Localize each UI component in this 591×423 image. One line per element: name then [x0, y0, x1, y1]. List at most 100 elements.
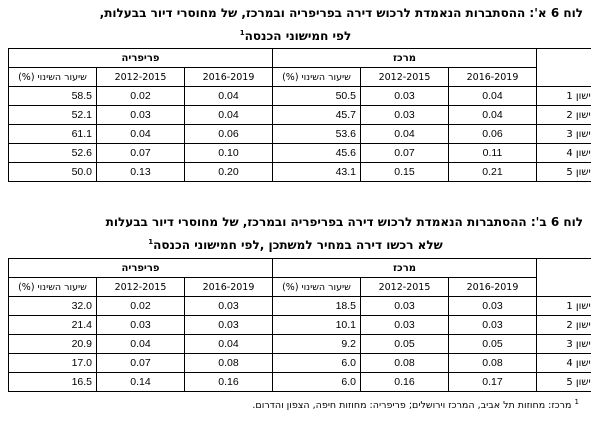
cell-periphery-rate: 50.0 [8, 162, 97, 182]
cell-center-rate: 50.5 [272, 86, 361, 106]
group-header-row: פריפריה מרכז [8, 48, 591, 87]
cell-periphery-rate: 58.5 [8, 86, 97, 106]
table-a-title-line1: לוח 6 א': ההסתברות הנאמדת לרכוש דירה בפר… [99, 6, 583, 20]
group-periphery: פריפריה [8, 48, 273, 68]
cell-center-2012-2015: 0.03 [360, 296, 449, 316]
cell-periphery-2012-2015: 0.07 [96, 143, 185, 163]
col-periphery-2016-2019: 2016-2019 [184, 67, 273, 87]
column-header-row: שיעור השינוי (%) 2012-2015 2016-2019 שיעור … [8, 67, 591, 87]
col-periphery-2012-2015: 2012-2015 [96, 277, 185, 297]
cell-center-2016-2019: 0.21 [447, 162, 538, 182]
cell-center-rate: 6.0 [272, 353, 361, 373]
col-center-2012-2015: 2012-2015 [360, 277, 449, 297]
cell-center-rate: 43.1 [272, 162, 361, 182]
corner-cell [536, 48, 591, 87]
cell-center-2016-2019: 0.05 [447, 334, 538, 354]
table-b-title-line2: שלא רכשו דירה במחיר למשתכן ,לפי חמישוני … [8, 232, 583, 255]
col-center-rate: שיעור השינוי (%) [272, 67, 361, 87]
cell-periphery-rate: 52.1 [8, 105, 97, 125]
table-row: 17.00.070.086.00.080.08חמישון 4 [8, 353, 591, 373]
cell-periphery-2012-2015: 0.04 [96, 124, 185, 144]
cell-center-2012-2015: 0.15 [360, 162, 449, 182]
cell-periphery-2012-2015: 0.04 [96, 334, 185, 354]
cell-periphery-2016-2019: 0.10 [184, 143, 273, 163]
row-label-quintile: חמישון 5 [536, 162, 591, 182]
footnote-mark: 1 [574, 398, 579, 406]
col-periphery-rate: שיעור השינוי (%) [8, 67, 97, 87]
table-b-title-line2-text: שלא רכשו דירה במחיר למשתכן ,לפי חמישוני … [153, 238, 443, 252]
row-label-quintile: חמישון 3 [536, 334, 591, 354]
table-b-body: פריפריה מרכז שיעור השינוי (%) 2012-2015 2016… [8, 258, 591, 392]
col-center-2016-2019: 2016-2019 [447, 67, 538, 87]
cell-periphery-2016-2019: 0.04 [184, 334, 273, 354]
cell-periphery-2012-2015: 0.02 [96, 296, 185, 316]
cell-center-2016-2019: 0.08 [447, 353, 538, 373]
cell-center-rate: 45.7 [272, 105, 361, 125]
cell-center-2012-2015: 0.03 [360, 315, 449, 335]
table-a-body: פריפריה מרכז שיעור השינוי (%) 2012-2015 2016… [8, 48, 591, 182]
group-header-row: פריפריה מרכז [8, 258, 591, 297]
row-label-quintile: חמישון 3 [536, 124, 591, 144]
table-b-title-footnote-mark: 1 [148, 238, 154, 246]
cell-center-2016-2019: 0.03 [447, 296, 538, 316]
cell-center-rate: 53.6 [272, 124, 361, 144]
row-label-quintile: חמישון 1 [536, 296, 591, 316]
cell-center-2012-2015: 0.08 [360, 353, 449, 373]
cell-center-2016-2019: 0.06 [447, 124, 538, 144]
cell-center-2016-2019: 0.04 [447, 86, 538, 106]
group-center: מרכז [271, 48, 538, 68]
table-b-title-line1: לוח 6 ב': ההסתברות הנאמדת לרכוש דירה בפר… [105, 215, 583, 229]
table-a: פריפריה מרכז שיעור השינוי (%) 2012-2015 2016… [8, 48, 591, 182]
cell-center-2012-2015: 0.04 [360, 124, 449, 144]
cell-center-2016-2019: 0.03 [447, 315, 538, 335]
table-row: 20.90.040.049.20.050.05חמישון 3 [8, 334, 591, 354]
table-a-title-line2: לפי חמישוני הכנסה1 [8, 23, 583, 46]
col-center-rate: שיעור השינוי (%) [272, 277, 361, 297]
cell-periphery-rate: 61.1 [8, 124, 97, 144]
corner-cell [536, 258, 591, 297]
cell-periphery-2016-2019: 0.16 [184, 372, 273, 392]
cell-center-2012-2015: 0.03 [360, 105, 449, 125]
cell-periphery-rate: 20.9 [8, 334, 97, 354]
cell-periphery-2012-2015: 0.03 [96, 315, 185, 335]
cell-periphery-rate: 21.4 [8, 315, 97, 335]
row-label-quintile: חמישון 1 [536, 86, 591, 106]
cell-center-rate: 6.0 [272, 372, 361, 392]
table-a-title-footnote-mark: 1 [239, 29, 245, 37]
row-label-quintile: חמישון 2 [536, 105, 591, 125]
cell-center-2016-2019: 0.11 [447, 143, 538, 163]
table-a-title: לוח 6 א': ההסתברות הנאמדת לרכוש דירה בפר… [8, 3, 583, 46]
cell-periphery-rate: 32.0 [8, 296, 97, 316]
cell-center-2016-2019: 0.17 [447, 372, 538, 392]
row-label-quintile: חמישון 4 [536, 353, 591, 373]
row-label-quintile: חמישון 5 [536, 372, 591, 392]
cell-center-rate: 45.6 [272, 143, 361, 163]
col-periphery-2016-2019: 2016-2019 [184, 277, 273, 297]
row-label-quintile: חמישון 4 [536, 143, 591, 163]
cell-periphery-rate: 16.5 [8, 372, 97, 392]
col-periphery-2012-2015: 2012-2015 [96, 67, 185, 87]
cell-periphery-2016-2019: 0.03 [184, 296, 273, 316]
footnote-text: מרכז: מחוזות תל אביב, המרכז וירושלים; פר… [252, 400, 572, 412]
cell-periphery-2016-2019: 0.08 [184, 353, 273, 373]
table-row: 16.50.140.166.00.160.17חמישון 5 [8, 372, 591, 392]
col-center-2016-2019: 2016-2019 [447, 277, 538, 297]
table-a-title-line2-text: לפי חמישוני הכנסה [244, 29, 352, 43]
cell-periphery-2012-2015: 0.03 [96, 105, 185, 125]
cell-center-2012-2015: 0.03 [360, 86, 449, 106]
cell-center-2012-2015: 0.07 [360, 143, 449, 163]
table-b-title: לוח 6 ב': ההסתברות הנאמדת לרכוש דירה בפר… [8, 212, 583, 255]
col-periphery-rate: שיעור השינוי (%) [8, 277, 97, 297]
col-center-2012-2015: 2012-2015 [360, 67, 449, 87]
cell-periphery-2012-2015: 0.02 [96, 86, 185, 106]
cell-periphery-rate: 17.0 [8, 353, 97, 373]
group-periphery: פריפריה [8, 258, 273, 278]
footnote: 1 מרכז: מחוזות תל אביב, המרכז וירושלים; … [252, 398, 579, 411]
